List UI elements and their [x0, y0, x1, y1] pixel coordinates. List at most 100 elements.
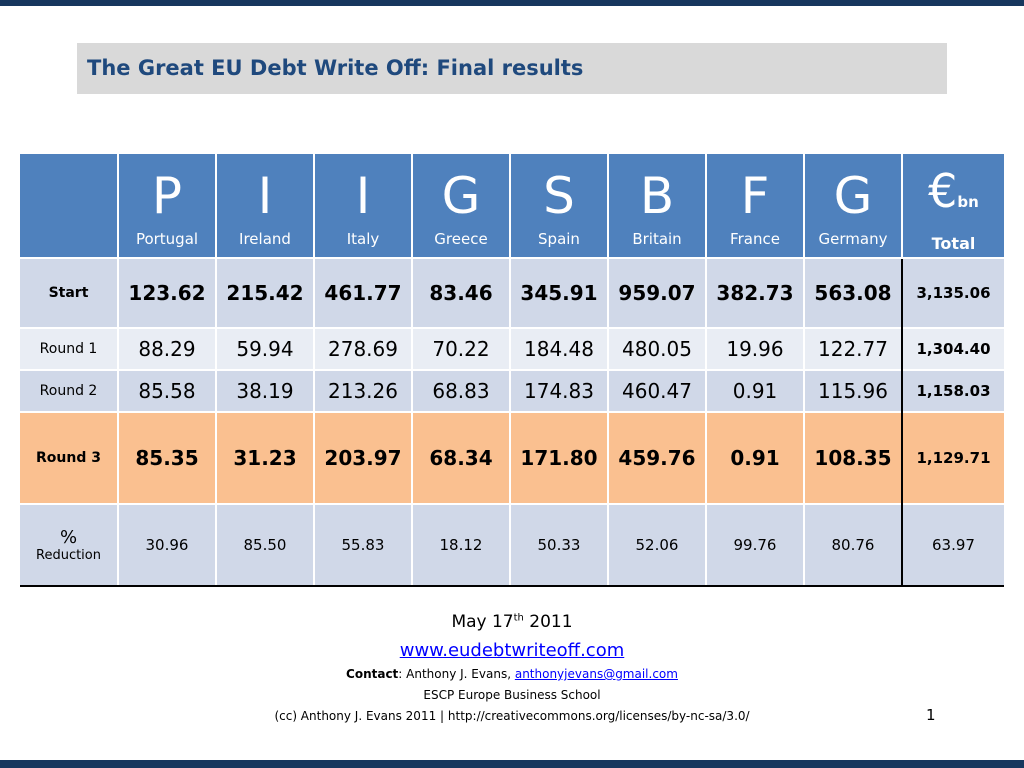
header-row: P Portugal I Ireland I Italy G Greece S Spain… [20, 154, 1004, 258]
table-cell: 278.69 [313, 327, 412, 370]
header-letter: P [151, 166, 183, 225]
table-cell: 123.62 [117, 257, 216, 328]
date-year: 2011 [523, 612, 573, 632]
table-cell: 52.06 [607, 503, 706, 587]
header-cell-ireland: I Ireland [215, 154, 314, 258]
euro-symbol: €bn [903, 165, 1004, 228]
contact-email-link[interactable]: anthonyjevans@gmail.com [514, 667, 678, 681]
table-row-round-3: Round 3 85.35 31.23 203.97 68.34 171.80 … [20, 411, 1004, 504]
header-cell-portugal: P Portugal [117, 154, 216, 258]
header-letter: I [355, 166, 371, 225]
table-cell: 18.12 [411, 503, 510, 587]
date-text: May 17 [451, 612, 514, 632]
table-cell: 122.77 [803, 327, 902, 370]
table-cell: 115.96 [803, 369, 902, 412]
table-cell: 215.42 [215, 257, 314, 328]
table-cell: 461.77 [313, 257, 412, 328]
table-cell: 345.91 [509, 257, 608, 328]
table-cell: 85.50 [215, 503, 314, 587]
header-cell-spain: S Spain [509, 154, 608, 258]
table-cell: 460.47 [607, 369, 706, 412]
table-cell: 184.48 [509, 327, 608, 370]
table-cell: 70.22 [411, 327, 510, 370]
header-letter: I [257, 166, 273, 225]
header-letter: G [441, 166, 481, 225]
table-cell: 0.91 [705, 369, 804, 412]
contact-line: Contact: Anthony J. Evans, anthonyjevans… [150, 667, 874, 681]
total-cell: 1,158.03 [901, 369, 1004, 412]
header-country: Italy [346, 229, 380, 248]
table-cell: 171.80 [509, 411, 608, 504]
table-cell: 85.35 [117, 411, 216, 504]
header-cell-italy: I Italy [313, 154, 412, 258]
table-cell: 459.76 [607, 411, 706, 504]
euro-sign: € [928, 163, 958, 218]
header-letter: B [639, 166, 675, 225]
contact-text: : Anthony J. Evans, [398, 667, 515, 681]
table-cell: 563.08 [803, 257, 902, 328]
header-corner-cell [20, 154, 118, 258]
table-cell: 59.94 [215, 327, 314, 370]
total-cell: 1,304.40 [901, 327, 1004, 370]
total-cell: 63.97 [901, 503, 1004, 587]
table-cell: 203.97 [313, 411, 412, 504]
header-country: Portugal [135, 229, 199, 248]
header-country: Germany [818, 229, 888, 248]
website-link[interactable]: www.eudebtwriteoff.com [399, 640, 625, 661]
total-cell: 3,135.06 [901, 257, 1004, 328]
row-label: Round 2 [20, 369, 118, 412]
row-label: Round 1 [20, 327, 118, 370]
school-line: ESCP Europe Business School [423, 688, 601, 702]
table-cell: 0.91 [705, 411, 804, 504]
row-label: Start [20, 257, 118, 328]
header-cell-france: F France [705, 154, 804, 258]
table-cell: 80.76 [803, 503, 902, 587]
table-cell: 213.26 [313, 369, 412, 412]
table-cell: 959.07 [607, 257, 706, 328]
header-country: Ireland [239, 229, 291, 248]
table-row-reduction: % Reduction 30.96 85.50 55.83 18.12 50.3… [20, 503, 1004, 587]
results-table: P Portugal I Ireland I Italy G Greece S Spain… [20, 154, 1004, 587]
table-row-start: Start 123.62 215.42 461.77 83.46 345.91 … [20, 257, 1004, 328]
euro-unit: bn [957, 192, 979, 211]
title-box: The Great EU Debt Write Off: Final resul… [77, 43, 947, 94]
contact-label: Contact [346, 667, 399, 681]
header-letter: G [833, 166, 873, 225]
header-country: France [730, 229, 780, 248]
page-number: 1 [926, 706, 936, 724]
table-cell: 382.73 [705, 257, 804, 328]
header-cell-britain: B Britain [607, 154, 706, 258]
table-cell: 68.34 [411, 411, 510, 504]
table-cell: 83.46 [411, 257, 510, 328]
total-label: Total [931, 233, 976, 253]
table-cell: 50.33 [509, 503, 608, 587]
table-cell: 31.23 [215, 411, 314, 504]
header-cell-greece: G Greece [411, 154, 510, 258]
reduction-word: Reduction [36, 548, 101, 563]
header-cell-total: €bn Total [901, 154, 1004, 258]
table-cell: 88.29 [117, 327, 216, 370]
table-row-round-1: Round 1 88.29 59.94 278.69 70.22 184.48 … [20, 327, 1004, 370]
row-label: Round 3 [20, 411, 118, 504]
table-cell: 174.83 [509, 369, 608, 412]
table-cell: 38.19 [215, 369, 314, 412]
percent-symbol: % [59, 527, 78, 548]
table-cell: 480.05 [607, 327, 706, 370]
table-cell: 108.35 [803, 411, 902, 504]
table-cell: 19.96 [705, 327, 804, 370]
header-letter: F [740, 166, 770, 225]
header-country: Britain [632, 229, 682, 248]
license-line: (cc) Anthony J. Evans 2011 | http://crea… [274, 709, 750, 723]
header-country: Spain [538, 229, 580, 248]
table-cell: 85.58 [117, 369, 216, 412]
top-border-bar [0, 0, 1024, 6]
header-letter: S [543, 166, 575, 225]
table-cell: 68.83 [411, 369, 510, 412]
table-cell: 99.76 [705, 503, 804, 587]
table-row-round-2: Round 2 85.58 38.19 213.26 68.83 174.83 … [20, 369, 1004, 412]
date-superscript: th [513, 612, 524, 624]
row-label-reduction: % Reduction [20, 503, 118, 587]
bottom-border-bar [0, 760, 1024, 768]
date-line: May 17th 2011 [150, 612, 874, 632]
table-cell: 30.96 [117, 503, 216, 587]
